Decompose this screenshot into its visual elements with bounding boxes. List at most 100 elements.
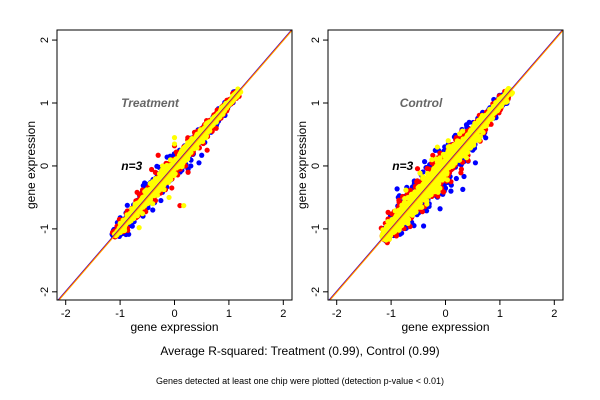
data-point bbox=[437, 155, 443, 161]
data-point bbox=[402, 196, 408, 202]
outlier-point bbox=[199, 152, 205, 158]
data-point bbox=[411, 205, 417, 211]
data-point bbox=[152, 169, 158, 175]
outlier-point bbox=[136, 225, 142, 231]
plot-area bbox=[57, 30, 292, 300]
data-point bbox=[161, 186, 167, 193]
treatment-panel: -2 -1 0 1 2 -2 -1 0 1 2 gene expression gene expres… bbox=[24, 29, 293, 334]
y-axis-label: gene expression bbox=[24, 121, 38, 209]
data-point bbox=[416, 200, 422, 206]
outlier-point bbox=[453, 175, 459, 182]
y-axis-label: gene expression bbox=[295, 121, 309, 209]
data-point bbox=[149, 166, 155, 173]
data-point bbox=[432, 189, 438, 195]
y-tick-label: 0 bbox=[39, 163, 51, 169]
x-tick-label: -1 bbox=[115, 308, 125, 320]
data-point bbox=[422, 180, 428, 187]
outlier-point bbox=[423, 175, 430, 182]
y-tick-label: -1 bbox=[310, 224, 322, 234]
y-tick-label: -1 bbox=[39, 224, 51, 234]
outlier-point bbox=[169, 185, 175, 191]
data-point bbox=[380, 227, 386, 233]
data-point bbox=[471, 142, 477, 148]
data-point bbox=[453, 142, 460, 148]
data-point bbox=[392, 225, 399, 232]
data-point bbox=[437, 159, 443, 165]
data-point bbox=[171, 172, 177, 179]
data-point bbox=[396, 225, 402, 232]
data-point bbox=[401, 220, 407, 226]
data-point bbox=[421, 194, 428, 200]
data-point bbox=[411, 223, 417, 229]
data-point bbox=[435, 193, 441, 199]
data-point bbox=[449, 160, 455, 167]
outlier-point bbox=[472, 160, 479, 166]
outlier-point bbox=[150, 207, 156, 213]
outlier-point bbox=[445, 138, 451, 144]
outlier-point bbox=[166, 194, 172, 201]
x-tick-label: -2 bbox=[332, 308, 342, 320]
data-point bbox=[444, 151, 450, 157]
data-point bbox=[396, 197, 402, 203]
data-point bbox=[155, 188, 161, 194]
data-point bbox=[198, 138, 204, 144]
outlier-point bbox=[159, 163, 166, 169]
data-point bbox=[474, 122, 480, 128]
y-tick-label: -2 bbox=[310, 287, 322, 297]
data-point bbox=[460, 186, 466, 192]
data-point bbox=[419, 209, 425, 215]
data-point bbox=[393, 233, 399, 239]
plot-area bbox=[328, 30, 563, 300]
outlier-point bbox=[437, 206, 443, 212]
data-point bbox=[131, 215, 137, 222]
data-point bbox=[504, 98, 510, 104]
reference-line bbox=[329, 30, 563, 300]
outlier-point bbox=[196, 160, 202, 166]
outlier-point bbox=[204, 147, 210, 153]
outlier-point bbox=[155, 152, 161, 158]
x-tick-label: 1 bbox=[226, 308, 232, 320]
data-point bbox=[405, 220, 411, 226]
x-tick-label: 0 bbox=[171, 308, 177, 320]
data-point bbox=[134, 189, 140, 195]
data-point bbox=[124, 213, 130, 219]
data-point bbox=[462, 153, 468, 159]
data-point bbox=[417, 170, 423, 176]
y-tick-label: 1 bbox=[39, 100, 51, 106]
data-point bbox=[444, 177, 450, 183]
outlier-point bbox=[434, 144, 440, 150]
data-point bbox=[424, 208, 430, 214]
outlier-point bbox=[448, 188, 454, 194]
data-point bbox=[458, 170, 464, 176]
x-axis-label: gene expression bbox=[401, 320, 489, 334]
y-tick-label: 1 bbox=[310, 100, 322, 106]
control-panel: -2 -1 0 1 2 -2 -1 0 1 2 gene expression gene expres… bbox=[295, 29, 564, 334]
data-point bbox=[395, 208, 401, 214]
outlier-point bbox=[181, 202, 187, 209]
outlier-point bbox=[171, 141, 178, 147]
data-point bbox=[389, 211, 395, 217]
data-point bbox=[437, 185, 443, 191]
data-point bbox=[400, 203, 406, 209]
data-point bbox=[457, 131, 463, 137]
data-point bbox=[129, 223, 135, 229]
x-tick-label: -1 bbox=[386, 308, 396, 320]
y-tick-label: 2 bbox=[39, 37, 51, 43]
caption: Average R-squared: Treatment (0.99), Con… bbox=[160, 344, 439, 358]
sample-count-label: n=3 bbox=[392, 159, 413, 173]
data-point bbox=[408, 198, 414, 204]
outlier-point bbox=[426, 166, 432, 172]
data-point bbox=[461, 173, 467, 180]
outlier-point bbox=[177, 202, 183, 209]
x-tick-label: 1 bbox=[497, 308, 503, 320]
data-point bbox=[142, 180, 148, 186]
data-point bbox=[425, 170, 431, 177]
y-tick-label: 2 bbox=[310, 37, 322, 43]
outlier-point bbox=[185, 169, 191, 175]
data-point bbox=[407, 187, 414, 193]
data-point bbox=[480, 129, 486, 135]
outlier-point bbox=[171, 135, 178, 141]
data-point bbox=[213, 125, 219, 131]
data-point bbox=[430, 152, 436, 158]
data-point bbox=[415, 179, 421, 185]
